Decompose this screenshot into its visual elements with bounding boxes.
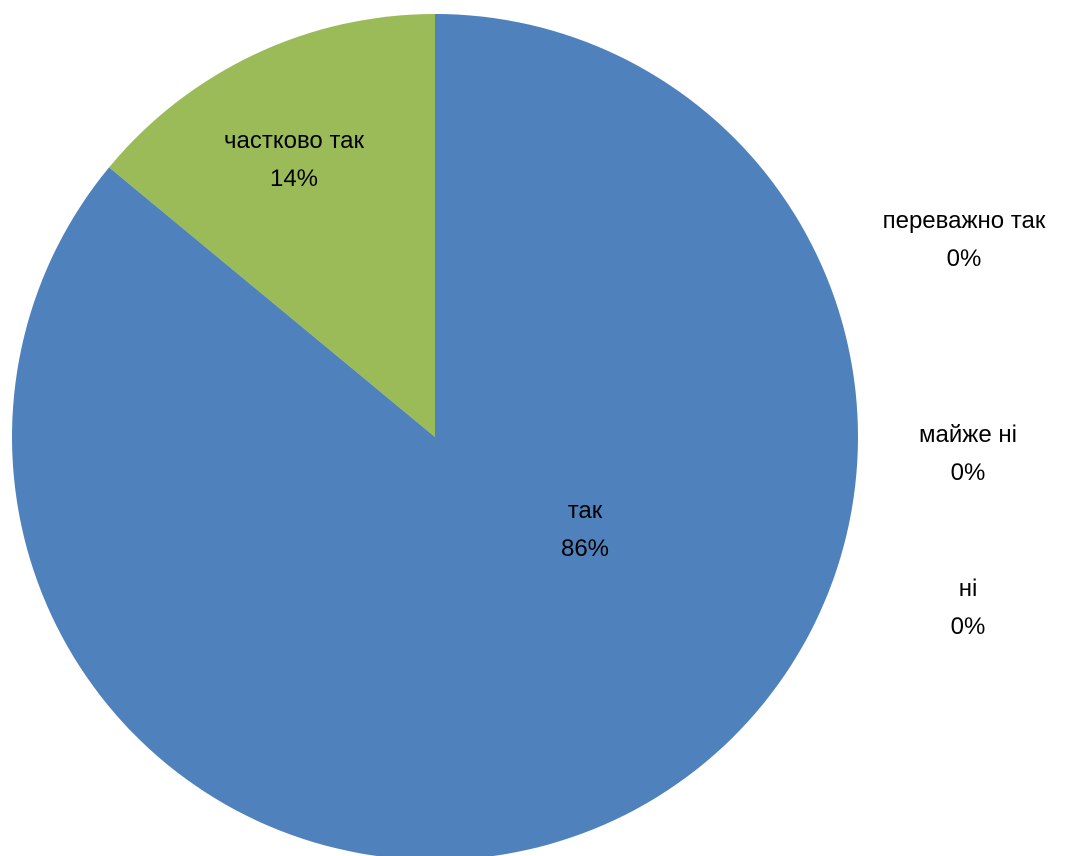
slice-percent-label: 86% <box>561 535 609 562</box>
slice-category-label: переважно так <box>883 207 1046 234</box>
slice-category-label: майже ні <box>919 421 1017 448</box>
slice-label-1: переважно так 0% <box>883 207 1046 272</box>
slice-label-2: частково так 14% <box>224 127 365 192</box>
pie-slice-2 <box>109 14 435 437</box>
slice-category-label: так <box>568 497 603 524</box>
slice-percent-label: 0% <box>947 245 982 272</box>
pie-slice-0 <box>12 14 858 856</box>
slice-label-3: майже ні 0% <box>919 421 1017 486</box>
pie-slices <box>12 14 858 856</box>
slice-percent-label: 14% <box>270 165 318 192</box>
slice-label-0: так 86% <box>561 497 609 562</box>
slice-percent-label: 0% <box>951 459 986 486</box>
slice-category-label: ні <box>959 575 978 602</box>
pie-labels: так 86% переважно так 0% частково так 14% майж… <box>224 127 1046 640</box>
slice-category-label: частково так <box>224 127 365 154</box>
slice-percent-label: 0% <box>951 613 986 640</box>
slice-label-4: ні 0% <box>951 575 986 640</box>
